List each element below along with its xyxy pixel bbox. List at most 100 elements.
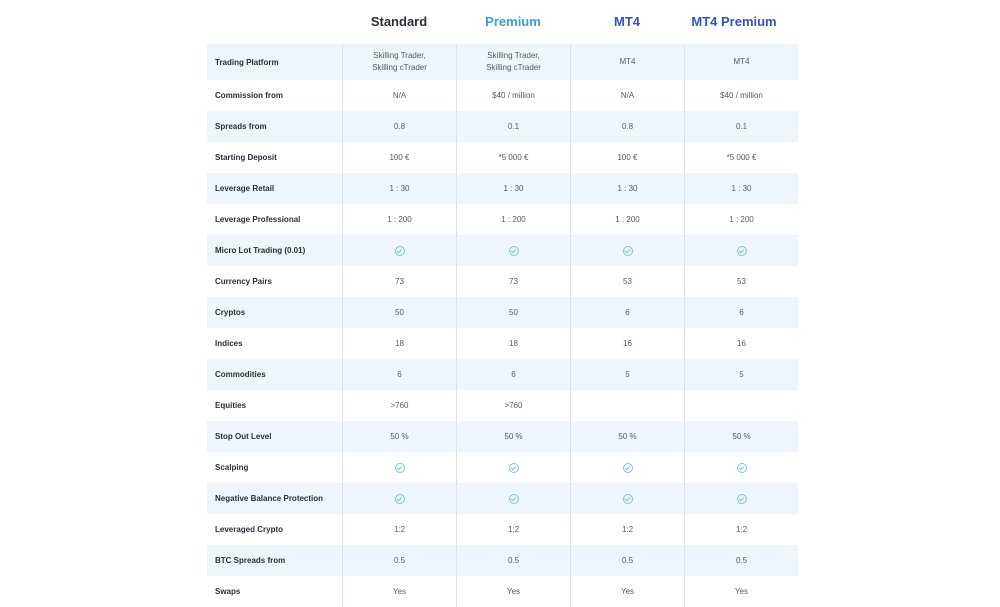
row-label: Commission from bbox=[215, 91, 284, 100]
row-label: Starting Deposit bbox=[215, 153, 277, 162]
table-cell: 50 bbox=[456, 297, 570, 328]
cell-value: 1 : 200 bbox=[615, 214, 640, 224]
cell-value: $40 / million bbox=[720, 90, 763, 100]
row-label: Scalping bbox=[215, 463, 249, 472]
table-cell: 100 € bbox=[342, 142, 456, 173]
row-label: Cryptos bbox=[215, 308, 246, 317]
table-cell: 18 bbox=[342, 328, 456, 359]
table-cell: 1:2 bbox=[342, 514, 456, 545]
table-cell: N/A bbox=[342, 80, 456, 111]
table-cell: 0.1 bbox=[684, 111, 798, 142]
check-circle-icon bbox=[508, 462, 519, 473]
table-row: BTC Spreads from 0.5 0.5 0.5 0.5 bbox=[207, 545, 798, 576]
table-cell bbox=[570, 483, 684, 514]
check-circle-icon bbox=[394, 493, 405, 504]
cell-value: 53 bbox=[737, 276, 746, 286]
cell-value: 50 % bbox=[504, 431, 523, 441]
cell-value: 1:2 bbox=[735, 524, 748, 534]
table-cell: 18 bbox=[456, 328, 570, 359]
cell-value: 16 bbox=[623, 338, 632, 348]
row-label: Leveraged Crypto bbox=[215, 525, 284, 534]
table-cell: 0.1 bbox=[456, 111, 570, 142]
table-row: Micro Lot Trading (0.01) bbox=[207, 235, 798, 266]
cell-value: MT4 bbox=[733, 57, 750, 66]
cell-value: 50 % bbox=[390, 431, 409, 441]
check-circle-icon bbox=[736, 245, 747, 256]
cell-value: 6 bbox=[511, 369, 516, 379]
row-label: Commodities bbox=[215, 370, 266, 379]
table-cell: 0.5 bbox=[342, 545, 456, 576]
cell-value: 1 : 30 bbox=[389, 183, 410, 193]
table-row: Trading Platform Skilling Trader, Skillin… bbox=[207, 44, 798, 80]
table-cell: 6 bbox=[342, 359, 456, 390]
row-label: Swaps bbox=[215, 587, 241, 596]
table-cell: Yes bbox=[684, 576, 798, 607]
cell-value: 18 bbox=[509, 338, 518, 348]
cell-value: 50 % bbox=[618, 431, 637, 441]
table-cell: *5 000 € bbox=[456, 142, 570, 173]
cell-value: 1:2 bbox=[507, 524, 520, 534]
table-body: Trading Platform Skilling Trader, Skillin… bbox=[207, 44, 798, 607]
table-cell: 1:2 bbox=[456, 514, 570, 545]
row-label: Leverage Retail bbox=[215, 184, 275, 193]
table-cell: 50 bbox=[342, 297, 456, 328]
table-cell: 100 € bbox=[570, 142, 684, 173]
table-cell: 1 : 200 bbox=[684, 204, 798, 235]
table-cell: 1:2 bbox=[684, 514, 798, 545]
cell-value: Skilling Trader, Skilling cTrader bbox=[486, 51, 541, 72]
check-circle-icon bbox=[622, 493, 633, 504]
table-cell bbox=[456, 483, 570, 514]
cell-value: MT4 bbox=[619, 57, 636, 66]
table-cell: 73 bbox=[456, 266, 570, 297]
cell-value: 0.5 bbox=[621, 555, 634, 565]
table-row: Starting Deposit 100 € *5 000 € 100 € *5 000… bbox=[207, 142, 798, 173]
table-cell bbox=[684, 452, 798, 483]
table-cell: MT4 bbox=[570, 44, 684, 80]
cell-value: 73 bbox=[395, 276, 404, 286]
table-row: Leveraged Crypto 1:2 1:2 1:2 1:2 bbox=[207, 514, 798, 545]
table-cell: 50 % bbox=[342, 421, 456, 452]
table-cell: Skilling Trader, Skilling cTrader bbox=[342, 44, 456, 80]
table-cell: MT4 bbox=[684, 44, 798, 80]
column-header-standard: Standard bbox=[370, 14, 428, 29]
table-cell: 1 : 200 bbox=[456, 204, 570, 235]
cell-value: 6 bbox=[739, 307, 744, 317]
table-cell: 53 bbox=[684, 266, 798, 297]
table-cell bbox=[570, 452, 684, 483]
cell-value: 0.1 bbox=[507, 121, 520, 131]
table-cell: >760 bbox=[342, 390, 456, 421]
table-cell: $40 / million bbox=[456, 80, 570, 111]
row-label: Negative Balance Protection bbox=[215, 494, 324, 503]
row-label: Equities bbox=[215, 401, 247, 410]
table-cell: Yes bbox=[342, 576, 456, 607]
table-header: Standard Premium MT4 MT4 Premium bbox=[207, 0, 798, 44]
cell-value: 16 bbox=[737, 338, 746, 348]
check-circle-icon bbox=[622, 462, 633, 473]
cell-value: >760 bbox=[390, 400, 409, 410]
cell-value: 6 bbox=[397, 369, 402, 379]
table-cell: 6 bbox=[456, 359, 570, 390]
cell-value: 1 : 200 bbox=[729, 214, 754, 224]
check-circle-icon bbox=[622, 245, 633, 256]
cell-value: Yes bbox=[734, 586, 749, 596]
header-spacer bbox=[207, 0, 342, 44]
table-cell: 53 bbox=[570, 266, 684, 297]
table-cell: 5 bbox=[684, 359, 798, 390]
cell-value: 0.8 bbox=[393, 121, 406, 131]
cell-value: N/A bbox=[620, 90, 635, 100]
row-label: Indices bbox=[215, 339, 243, 348]
cell-value: N/A bbox=[392, 90, 407, 100]
row-label: Currency Pairs bbox=[215, 277, 272, 286]
table-row: Currency Pairs 73 73 53 53 bbox=[207, 266, 798, 297]
table-cell bbox=[456, 235, 570, 266]
table-cell: 5 bbox=[570, 359, 684, 390]
row-label: Micro Lot Trading (0.01) bbox=[215, 246, 306, 255]
check-circle-icon bbox=[394, 462, 405, 473]
table-row: Swaps Yes Yes Yes Yes bbox=[207, 576, 798, 607]
check-circle-icon bbox=[508, 245, 519, 256]
table-cell: N/A bbox=[570, 80, 684, 111]
table-cell bbox=[684, 235, 798, 266]
cell-value: >760 bbox=[504, 400, 523, 410]
cell-value: 50 bbox=[509, 307, 518, 317]
table-cell: 50 % bbox=[456, 421, 570, 452]
